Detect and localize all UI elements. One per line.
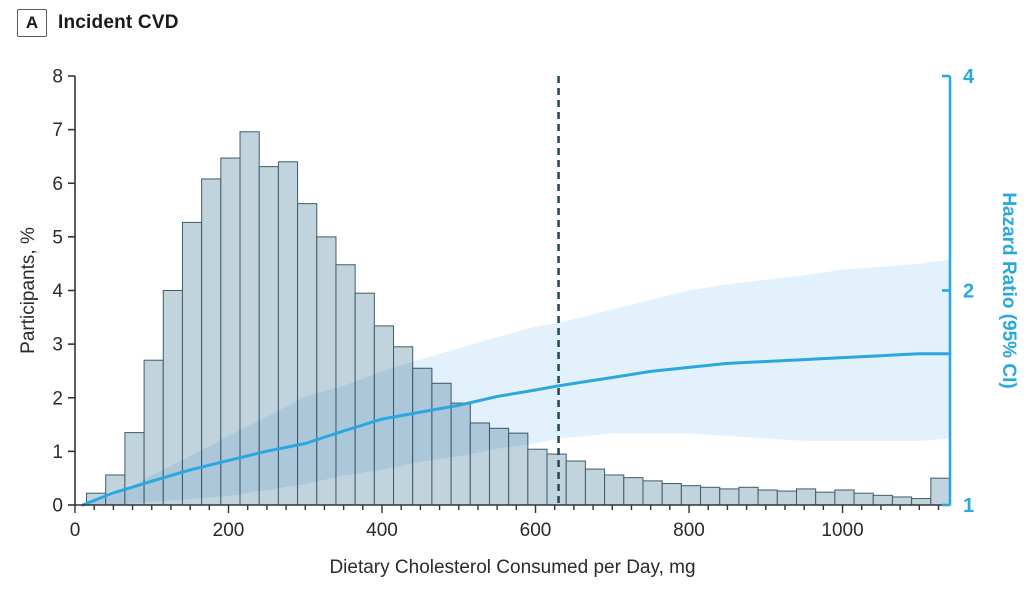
axis-text: 800 xyxy=(673,520,705,541)
histogram-bar xyxy=(757,489,778,506)
hazard-ratio-line xyxy=(81,352,952,507)
axis-text: 0 xyxy=(52,496,63,517)
axis-text: 3 xyxy=(52,335,63,356)
axis-text: 2 xyxy=(52,388,63,409)
axis-text: 6 xyxy=(52,174,63,195)
histogram-bar xyxy=(795,488,817,506)
axis-text: 0 xyxy=(70,520,81,541)
histogram-bar xyxy=(930,477,951,506)
panel-label: A xyxy=(25,13,39,32)
axis-text: 1000 xyxy=(821,520,863,541)
histogram-bar xyxy=(700,486,721,506)
histogram-bar xyxy=(642,480,663,506)
histogram-bar xyxy=(911,498,932,506)
panel-header: A Incident CVD xyxy=(17,9,179,37)
histogram-bar xyxy=(834,489,855,506)
axis-text: Dietary Cholesterol Consumed per Day, mg xyxy=(329,557,695,578)
histogram-bar xyxy=(680,485,702,506)
histogram-bar xyxy=(604,474,625,506)
axis-text: Hazard Ratio (95% CI) xyxy=(998,192,1019,388)
histogram-bar xyxy=(661,483,682,506)
histogram-bar xyxy=(623,477,644,506)
axis-text: 7 xyxy=(52,120,63,141)
axis-text: Participants, % xyxy=(18,227,39,354)
histogram-bar xyxy=(776,490,797,506)
axis-text: 400 xyxy=(366,520,398,541)
axis-text: 1 xyxy=(963,495,974,517)
histogram-bar xyxy=(853,492,874,506)
axis-text: 200 xyxy=(213,520,245,541)
axis-text: 600 xyxy=(520,520,552,541)
axis-text: 2 xyxy=(963,281,974,303)
panel-title: Incident CVD xyxy=(58,12,179,33)
histogram-bar xyxy=(872,494,893,506)
histogram-bar xyxy=(546,453,567,506)
histogram-bar xyxy=(527,448,548,506)
axis-text: 8 xyxy=(52,67,63,88)
histogram-bar xyxy=(584,468,606,506)
histogram-bar xyxy=(891,496,913,506)
histogram-bar xyxy=(719,488,740,506)
axis-text: 4 xyxy=(963,66,975,88)
axis-text: 5 xyxy=(52,227,63,248)
histogram-bar xyxy=(815,491,836,506)
axis-text: 4 xyxy=(52,281,63,302)
panel-label-box: A xyxy=(17,9,47,37)
histogram-bar xyxy=(565,460,586,506)
histogram-bar xyxy=(738,486,759,506)
axis-text: 1 xyxy=(52,442,63,463)
